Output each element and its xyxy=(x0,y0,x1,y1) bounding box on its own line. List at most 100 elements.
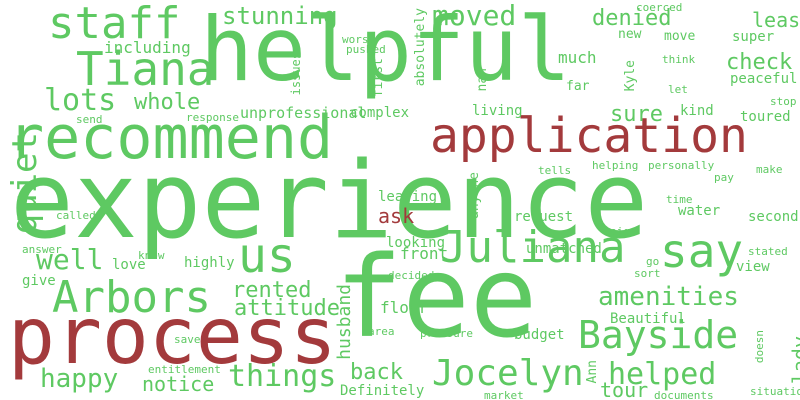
word-helped: helped xyxy=(608,357,717,392)
word-first: first xyxy=(371,58,386,98)
word-entitlement: entitlement xyxy=(148,363,221,376)
word-sure: sure xyxy=(610,102,663,127)
word-attitude: attitude xyxy=(234,296,340,321)
word-area: area xyxy=(368,325,395,338)
word-process: process xyxy=(8,292,337,382)
word-say: say xyxy=(660,224,744,278)
word-know: know xyxy=(138,249,165,262)
word-second: second xyxy=(748,209,799,225)
word-ann: Ann xyxy=(585,360,600,384)
word-things: things xyxy=(228,359,337,394)
word-save: save xyxy=(174,333,201,346)
word-tells: tells xyxy=(538,164,572,177)
word-amenities: amenities xyxy=(598,282,739,312)
word-including: including xyxy=(104,38,191,57)
word-pressure: pressure xyxy=(420,327,473,340)
word-new: new xyxy=(618,27,642,42)
word-stop: stop xyxy=(770,95,797,108)
word-market: market xyxy=(484,389,524,400)
word-decided: decided xyxy=(388,269,435,282)
word-water: water xyxy=(678,203,721,219)
word-lady: lady xyxy=(788,336,800,385)
word-toured: toured xyxy=(740,109,791,125)
word-helping: helping xyxy=(592,159,639,172)
word-love: love xyxy=(112,257,146,273)
word-quiet: quiet xyxy=(5,132,45,235)
word-issues: issues xyxy=(289,52,303,96)
word-doesn: doesn xyxy=(753,330,766,364)
word-leasing: leasing xyxy=(378,189,438,205)
word-view: view xyxy=(736,259,770,275)
word-far: far xyxy=(566,79,590,94)
word-complex: complex xyxy=(350,105,410,121)
word-experience: experience xyxy=(10,139,649,262)
word-living: living xyxy=(472,103,523,119)
word-looking: looking xyxy=(386,235,446,251)
word-time: time xyxy=(666,193,693,206)
word-peaceful: peaceful xyxy=(730,71,798,87)
word-juliana: Juliana xyxy=(440,222,626,273)
word-kyle: Kyle xyxy=(623,60,638,92)
word-denied: denied xyxy=(592,6,672,31)
word-tiana: Tiana xyxy=(76,42,215,96)
word-nan: nan xyxy=(475,68,490,92)
word-ask: ask xyxy=(378,204,415,228)
word-jocelyn: Jocelyn xyxy=(432,353,584,394)
word-us: us xyxy=(238,228,296,284)
word-well: well xyxy=(36,243,104,276)
word-application: application xyxy=(430,108,748,164)
word-stated: stated xyxy=(748,245,788,258)
word-rented: rented xyxy=(232,278,312,303)
word-helpful: helpful xyxy=(200,0,571,101)
word-request: request xyxy=(514,209,574,225)
word-let: let xyxy=(668,83,688,96)
word-situation: situation xyxy=(750,385,800,398)
word-super: super xyxy=(732,29,775,45)
word-coerced: coerced xyxy=(636,1,683,14)
word-absolutely: absolutely xyxy=(413,8,428,87)
word-fee: fee xyxy=(335,233,538,363)
word-give: give xyxy=(22,273,56,289)
word-front: front xyxy=(400,244,449,263)
word-tour: tour xyxy=(600,378,649,400)
word-kind: kind xyxy=(680,103,714,119)
word-make: make xyxy=(756,163,783,176)
word-anyone: anyone xyxy=(467,172,482,219)
word-floor: floor xyxy=(380,298,429,317)
word-bayside: Bayside xyxy=(578,313,739,357)
word-moved: moved xyxy=(432,0,517,32)
word-documents: documents xyxy=(654,389,714,400)
word-happy: happy xyxy=(40,364,119,394)
word-notice: notice xyxy=(142,372,215,396)
word-whole: whole xyxy=(134,90,201,115)
word-pay: pay xyxy=(714,171,734,184)
word-beautiful: Beautiful xyxy=(610,311,686,327)
word-highly: highly xyxy=(184,255,235,271)
word-pushed: pushed xyxy=(346,43,386,56)
word-lease: lease xyxy=(752,8,800,32)
word-back: back xyxy=(350,360,403,385)
word-recommend: recommend xyxy=(8,103,334,173)
word-sign: sign xyxy=(610,225,637,238)
word-check: check xyxy=(726,50,793,75)
word-called: called xyxy=(56,209,96,222)
word-stunning: stunning xyxy=(222,2,338,30)
word-lots: lots xyxy=(44,83,117,118)
word-budget: budget xyxy=(514,327,565,343)
word-much: much xyxy=(558,48,597,67)
word-personally: personally xyxy=(648,159,715,172)
word-unmatched: unmatched xyxy=(526,241,602,257)
word-response: response xyxy=(186,111,239,124)
word-think: think xyxy=(662,53,696,66)
word-unprofessional: unprofessional xyxy=(240,104,367,122)
word-worst: worst xyxy=(342,33,376,46)
word-sort: sort xyxy=(634,267,661,280)
word-answer: answer xyxy=(22,243,62,256)
word-definitely: Definitely xyxy=(340,383,425,399)
word-staff: staff xyxy=(48,0,181,49)
word-go: go xyxy=(646,255,660,268)
word-move: move xyxy=(664,29,696,44)
word-arbors: Arbors xyxy=(52,272,211,323)
word-send: send xyxy=(76,113,103,126)
